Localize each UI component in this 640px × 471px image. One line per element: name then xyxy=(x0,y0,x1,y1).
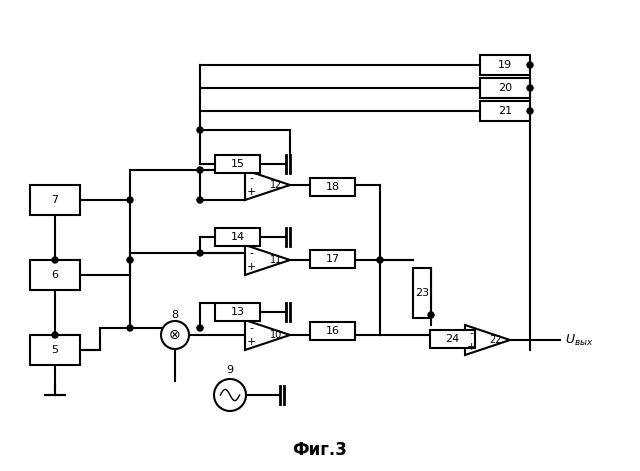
Circle shape xyxy=(527,108,533,114)
Circle shape xyxy=(197,197,203,203)
Circle shape xyxy=(197,325,203,331)
Text: 16: 16 xyxy=(326,326,339,336)
Circle shape xyxy=(127,325,133,331)
Bar xyxy=(413,268,431,318)
Text: 19: 19 xyxy=(498,60,512,70)
Circle shape xyxy=(214,379,246,411)
Text: +: + xyxy=(467,342,476,352)
Text: 5: 5 xyxy=(51,345,58,355)
Bar xyxy=(430,330,475,348)
Text: 12: 12 xyxy=(270,180,282,190)
Text: +: + xyxy=(246,262,256,272)
Text: 23: 23 xyxy=(415,288,429,298)
Bar xyxy=(480,55,530,75)
Text: +: + xyxy=(246,337,256,347)
Circle shape xyxy=(197,250,203,256)
Text: 11: 11 xyxy=(270,255,282,265)
Circle shape xyxy=(127,257,133,263)
Text: 8: 8 xyxy=(172,310,179,320)
Text: $U_{вых}$: $U_{вых}$ xyxy=(565,333,593,348)
Bar xyxy=(215,228,260,246)
Text: 17: 17 xyxy=(325,254,340,264)
Circle shape xyxy=(52,257,58,263)
Polygon shape xyxy=(465,325,510,355)
Text: 22: 22 xyxy=(490,335,502,345)
Text: -: - xyxy=(249,323,253,333)
Bar xyxy=(30,260,80,290)
Text: 7: 7 xyxy=(51,195,59,205)
Bar xyxy=(310,250,355,268)
Bar xyxy=(480,78,530,98)
Circle shape xyxy=(161,321,189,349)
Circle shape xyxy=(527,85,533,91)
Bar xyxy=(215,155,260,173)
Polygon shape xyxy=(245,320,290,350)
Bar xyxy=(30,185,80,215)
Circle shape xyxy=(377,257,383,263)
Circle shape xyxy=(52,332,58,338)
Text: 20: 20 xyxy=(498,83,512,93)
Text: 24: 24 xyxy=(445,334,460,344)
Bar xyxy=(215,303,260,321)
Circle shape xyxy=(127,197,133,203)
Polygon shape xyxy=(245,245,290,275)
Text: 10: 10 xyxy=(270,330,282,340)
Text: 21: 21 xyxy=(498,106,512,116)
Circle shape xyxy=(197,167,203,173)
Text: 18: 18 xyxy=(325,182,340,192)
Text: -: - xyxy=(249,248,253,258)
Bar xyxy=(310,322,355,340)
Text: -: - xyxy=(249,173,253,183)
Bar xyxy=(310,178,355,196)
Text: 13: 13 xyxy=(230,307,244,317)
Bar xyxy=(480,101,530,121)
Text: +: + xyxy=(246,187,256,197)
Text: 9: 9 xyxy=(227,365,234,375)
Text: 6: 6 xyxy=(51,270,58,280)
Text: ⊗: ⊗ xyxy=(169,328,181,342)
Circle shape xyxy=(428,312,434,318)
Text: -: - xyxy=(469,328,473,338)
Text: 14: 14 xyxy=(230,232,244,242)
Circle shape xyxy=(527,62,533,68)
Polygon shape xyxy=(245,170,290,200)
Text: 15: 15 xyxy=(230,159,244,169)
Text: Фиг.3: Фиг.3 xyxy=(292,441,348,459)
Bar xyxy=(30,335,80,365)
Circle shape xyxy=(197,127,203,133)
